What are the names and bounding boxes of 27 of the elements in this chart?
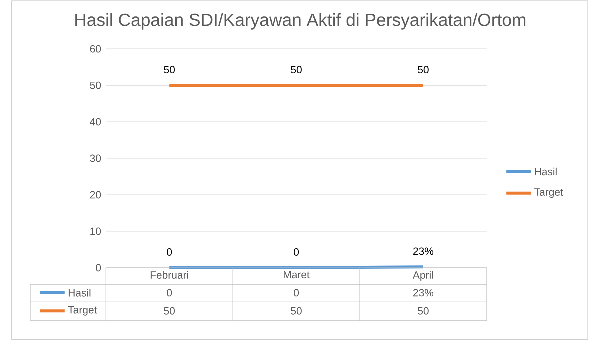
y-tick-label: 20 (90, 191, 102, 199)
data-label: 50 (291, 308, 302, 316)
y-tick-label: 40 (90, 118, 102, 126)
text: 50 (418, 66, 429, 74)
text: 0 (294, 248, 300, 256)
data-label: 50 (164, 308, 175, 316)
x-tick-label: Februari (150, 271, 188, 280)
text: Hasil (535, 168, 557, 176)
text: 50 (164, 66, 175, 74)
chart-title: Hasil Capaian SDI/Karyawan Aktif di Persyarikatan/Ortom (76, 14, 526, 30)
data-label: 0 (294, 289, 300, 297)
legend-label: Target (534, 188, 564, 198)
y-tick-label: 60 (90, 46, 102, 53)
y-tick-label: 30 (90, 155, 102, 162)
text: 0 (167, 248, 172, 256)
data-label: 0 (167, 289, 172, 297)
text: 50 (291, 66, 302, 74)
x-tick-label: April (413, 271, 434, 282)
y-tick-label: 10 (90, 228, 102, 236)
legend-label: Hasil (68, 289, 91, 298)
data-label: 50 (418, 308, 429, 316)
y-tick-label: 50 (90, 82, 102, 90)
x-tick-label: Maret (284, 271, 310, 279)
y-tick-label: 0 (96, 264, 102, 272)
text: Target (68, 306, 98, 316)
text: 23% (414, 248, 434, 256)
data-label: 23% (414, 289, 434, 297)
